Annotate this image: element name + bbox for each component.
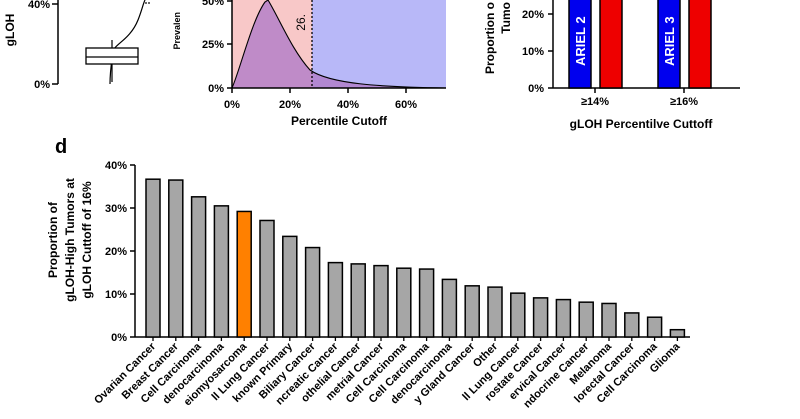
panel-d-ytick-label: 0% — [111, 332, 127, 344]
panel-c-xlabel: gLOH Percentilve Cuttoff — [570, 117, 714, 131]
panel-c-bar-red-16 — [688, 0, 712, 89]
panel-d-ytick-label: 10% — [105, 289, 127, 301]
panel-d-bar — [190, 196, 207, 338]
panel-d-bar — [464, 285, 480, 338]
panel-b-xlabel: Percentile Cutoff — [291, 114, 388, 128]
panel-b-xtick-label: 20% — [279, 99, 301, 111]
panel-a-ytick-0: 0% — [34, 79, 50, 91]
panel-a-boxplot — [85, 47, 139, 65]
panel-d-bar — [601, 302, 617, 338]
panel-b: 26. Prevalen 0% 25% 50% 0% 20% 40% 60% Percen… — [172, 0, 446, 128]
panel-c-bar-red-14 — [599, 0, 623, 89]
panel-a: gLOH 40% 0% — [3, 0, 150, 91]
panel-d-bar — [259, 219, 275, 338]
panel-c-category-14: ≥14% — [581, 96, 609, 108]
panel-d-bar — [145, 178, 161, 338]
panel-d-ylabel-line1: Proportion of — [46, 201, 60, 278]
panel-b-density-curve — [232, 0, 446, 88]
panel-d-bar — [487, 286, 503, 338]
panel-d-bar — [168, 179, 184, 338]
panel-c-ytick-label: 10% — [522, 46, 544, 58]
panel-d-ytick-label: 40% — [105, 160, 127, 172]
panel-d-letter: d — [55, 136, 67, 158]
panel-c-bar-label-ariel2: ARIEL 2 — [573, 16, 588, 66]
panel-b-cutoff-annotation: 26. — [294, 14, 308, 31]
panel-d-bar — [555, 298, 572, 338]
panel-d-bar — [532, 297, 549, 338]
panel-a-ylabel: gLOH — [3, 14, 17, 47]
panel-a-cdf-curve — [109, 0, 146, 84]
panel-c-bar-ariel3-16 — [657, 0, 681, 89]
panel-d-bar — [578, 301, 594, 338]
panel-d-bar — [646, 316, 663, 338]
panel-c-category-16: ≥16% — [670, 96, 698, 108]
panel-c: Proportion o Tumo 0% 10% 20% ARIEL 2 ARIEL… — [483, 0, 740, 131]
panel-d-ylabel-line3: gLOH Cuttoff of 16% — [80, 181, 94, 299]
panel-d-ytick-label: 20% — [105, 246, 127, 258]
panel-d-ytick-label: 30% — [105, 203, 127, 215]
panel-c-ylabel-line1: Proportion o — [483, 2, 497, 74]
panel-c-ytick-label: 20% — [522, 9, 544, 21]
panel-d-bar — [396, 267, 412, 338]
panel-a-ytick-40: 40% — [28, 0, 50, 11]
panel-c-bar-label-ariel3: ARIEL 3 — [662, 16, 677, 66]
panel-c-ylabel-line2: Tumo — [499, 2, 513, 34]
panel-b-xtick-label: 60% — [395, 99, 417, 111]
panel-b-density-fill — [232, 0, 446, 88]
panel-b-blue-region — [312, 0, 446, 88]
panel-d-bar — [304, 246, 321, 338]
panel-b-ylabel: Prevalen — [172, 12, 182, 50]
panel-d-bar — [418, 268, 435, 338]
panel-d: d Proportion of gLOH-High Tumors at gLOH… — [46, 136, 690, 411]
panel-c-ytick-label: 0% — [528, 83, 544, 95]
panel-b-ytick-label: 0% — [208, 83, 224, 95]
panel-c-bar-ariel2-14 — [568, 0, 592, 89]
panel-d-bar — [350, 263, 366, 338]
panel-d-bar — [510, 292, 526, 338]
panel-d-bar — [669, 328, 686, 338]
panel-b-ytick-label: 50% — [202, 0, 224, 8]
panel-d-bar — [282, 235, 298, 338]
panel-b-xtick-label: 0% — [224, 99, 240, 111]
panel-d-bar — [441, 278, 458, 338]
panel-d-ylabel: Proportion of gLOH-High Tumors at gLOH C… — [46, 178, 94, 302]
panel-b-ytick-label: 25% — [202, 39, 224, 51]
panel-d-bar — [327, 261, 344, 338]
panel-d-bar — [624, 312, 640, 338]
panel-d-bar — [213, 205, 230, 338]
panel-d-bar — [373, 264, 389, 338]
panel-b-xtick-label: 40% — [337, 99, 359, 111]
panel-d-bar — [236, 210, 252, 338]
panel-d-ylabel-line2: gLOH-High Tumors at — [63, 178, 77, 302]
